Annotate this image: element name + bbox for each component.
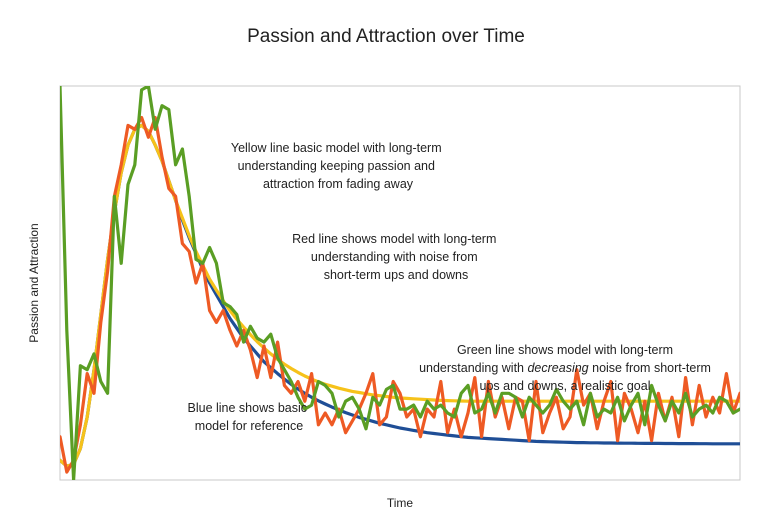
series-line-green (60, 86, 740, 480)
annotation-green-line-2a: understanding with (419, 361, 527, 375)
annotation-blue: Blue line shows basic model for referenc… (188, 401, 311, 433)
series-line-red (60, 115, 740, 474)
annotation-yellow-line-1: Yellow line basic model with long-term (231, 141, 442, 155)
annotation-yellow-line-3: attraction from fading away (263, 177, 414, 191)
chart-title: Passion and Attraction over Time (247, 26, 525, 47)
annotation-red: Red line shows model with long-term unde… (292, 232, 500, 282)
annotation-green-line-2-emphasis: decreasing (527, 361, 588, 375)
annotation-green-line-3: ups and downs, a realistic goal (480, 379, 651, 393)
annotation-yellow-line-2: understanding keeping passion and (238, 159, 435, 173)
annotation-green-line-1: Green line shows model with long-term (457, 343, 673, 357)
annotation-blue-line-1: Blue line shows basic (188, 401, 308, 415)
annotation-green-line-2: understanding with decreasing noise from… (419, 361, 711, 375)
annotation-red-line-1: Red line shows model with long-term (292, 232, 496, 246)
series-layer (60, 86, 740, 480)
annotation-green-line-2b: noise from short-term (589, 361, 711, 375)
annotation-blue-line-2: model for reference (195, 419, 303, 433)
annotation-red-line-2: understanding with noise from (311, 250, 478, 264)
annotation-red-line-3: short-term ups and downs (324, 268, 469, 282)
y-axis-label: Passion and Attraction (27, 223, 41, 342)
x-axis-label: Time (387, 496, 414, 510)
annotation-green: Green line shows model with long-term (457, 343, 673, 357)
annotation-yellow: Yellow line basic model with long-term u… (231, 141, 445, 191)
